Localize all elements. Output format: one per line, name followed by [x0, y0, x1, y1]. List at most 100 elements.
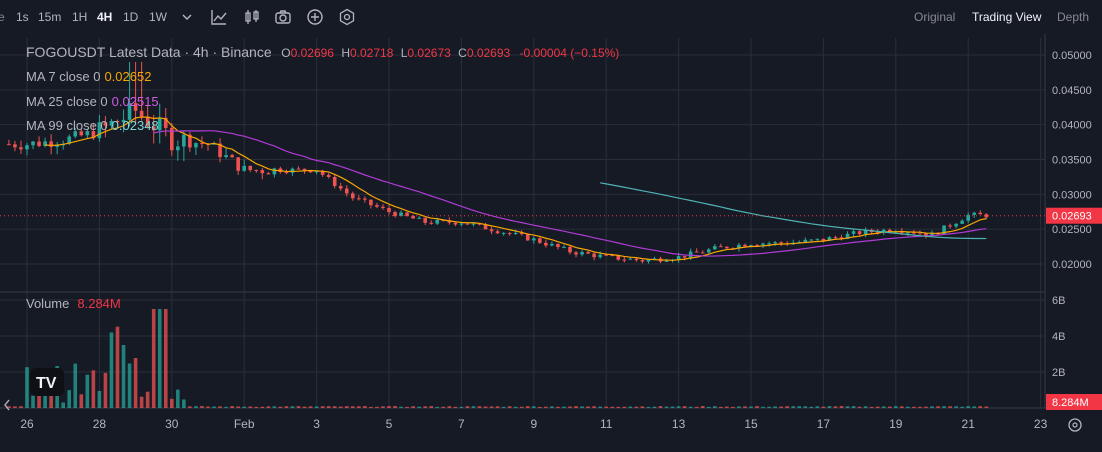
interval-4h[interactable]: 4H [97, 10, 113, 24]
candle-body [912, 232, 916, 234]
scroll-left-icon[interactable] [2, 398, 12, 412]
candle-body [803, 239, 808, 242]
volume-bar [791, 406, 796, 408]
candle-body [145, 116, 150, 127]
candle-body [31, 141, 35, 146]
price-axis-label: 0.03500 [1052, 155, 1092, 167]
volume-bar [278, 406, 283, 408]
price-axis-label: 0.03000 [1052, 189, 1092, 201]
volume-bar [507, 406, 512, 408]
volume-bar [224, 406, 228, 408]
candle-body [640, 260, 645, 262]
price-chart[interactable]: 0.05000 0.04500 0.04000 0.03500 0.03000 0.025… [0, 34, 1102, 452]
candle-body [375, 205, 379, 207]
view-tab-depth[interactable]: Depth [1057, 10, 1090, 24]
volume-bar [176, 389, 180, 408]
time-axis-label: Feb [234, 417, 255, 431]
interval-1w[interactable]: 1W [149, 10, 167, 24]
volume-bar [803, 406, 808, 408]
candle-body [399, 212, 403, 216]
time-axis-label: 19 [889, 417, 903, 431]
volume-axis-label: 2B [1052, 367, 1065, 379]
volume-bar [477, 406, 482, 408]
view-tab-trading-view[interactable]: Trading View [972, 10, 1042, 24]
volume-bar [972, 406, 977, 408]
volume-bar [628, 406, 633, 408]
plus-circle-icon[interactable] [306, 8, 324, 26]
price-axis-label: 0.04000 [1052, 120, 1092, 132]
volume-axis-label: 4B [1052, 331, 1065, 343]
volume-bar [700, 406, 705, 408]
candle-body [562, 246, 566, 248]
price-axis-label: 0.04500 [1052, 85, 1092, 97]
volume-bar [556, 406, 560, 408]
volume-bar [411, 406, 415, 408]
volume-bar [881, 406, 886, 408]
candle-body [254, 170, 259, 172]
volume-bar [139, 396, 144, 408]
candle-body [465, 223, 470, 225]
volume-bar [145, 391, 150, 408]
ma7-label: MA 7 close 0 [26, 69, 101, 84]
ma7-value: 0.02652 [104, 69, 152, 84]
settings-icon[interactable] [338, 8, 356, 26]
ohlc-low-value: 0.02673 [407, 46, 451, 60]
legend-ma25[interactable]: MA 25 close 0 0.02515 [26, 94, 159, 109]
volume-bar [133, 358, 138, 408]
candle-body [833, 237, 838, 239]
candle-body [314, 171, 319, 173]
interval-15m[interactable]: 15m [38, 10, 62, 24]
chart-legend-title: FOGOUSDT Latest Data · 4h · Binance O0.0… [26, 44, 619, 60]
candle-body [471, 223, 476, 225]
interval-1h[interactable]: 1H [72, 10, 88, 24]
volume-bar [562, 406, 566, 408]
legend-volume[interactable]: Volume 8.284M [26, 296, 121, 311]
chevron-down-icon[interactable] [178, 8, 196, 26]
volume-bar [206, 406, 210, 408]
volume-bar [586, 406, 590, 408]
volume-bar [338, 406, 343, 408]
candle-body [574, 252, 578, 255]
candle-body [170, 127, 174, 151]
interval-1d[interactable]: 1D [123, 10, 139, 24]
volume-bar [194, 406, 198, 408]
camera-icon[interactable] [274, 8, 292, 26]
ma99-value: 0.02348 [111, 118, 159, 133]
volume-bar [314, 406, 319, 408]
candle-body [332, 176, 337, 186]
volume-bar [845, 406, 850, 408]
volume-bar [652, 406, 657, 408]
volume-bar [875, 406, 880, 408]
candle-body [97, 122, 102, 139]
candle-body [737, 244, 741, 249]
chart-settings-icon[interactable] [1068, 418, 1082, 432]
candle-body [610, 255, 615, 257]
candle-body [218, 143, 222, 158]
volume-bar [151, 309, 156, 408]
legend-ma99[interactable]: MA 99 close 0 0.02348 [26, 118, 159, 133]
legend-ma7[interactable]: MA 7 close 0 0.02652 [26, 69, 151, 84]
volume-bar [266, 406, 271, 408]
indicator-chart-icon[interactable] [210, 8, 228, 26]
volume-bar [67, 390, 72, 408]
candlestick-icon[interactable] [243, 8, 261, 26]
candle-body [604, 254, 608, 256]
volume-bar [459, 406, 464, 408]
candle-body [761, 243, 765, 246]
candle-body [507, 232, 512, 234]
candle-body [139, 110, 144, 117]
candle-body [972, 212, 977, 215]
view-tab-original[interactable]: Original [914, 10, 956, 24]
volume-bar [61, 402, 65, 408]
last-price-tag [1046, 207, 1102, 224]
volume-bar [212, 406, 216, 408]
candle-body [67, 136, 72, 144]
candle-body [381, 206, 385, 209]
candle-body [176, 146, 180, 151]
candle-body [767, 243, 771, 245]
candle-body [423, 217, 427, 223]
volume-bar [230, 406, 234, 408]
interval-1s[interactable]: 1s [16, 10, 29, 24]
volume-bar [19, 406, 23, 408]
volume-bar [863, 406, 868, 408]
